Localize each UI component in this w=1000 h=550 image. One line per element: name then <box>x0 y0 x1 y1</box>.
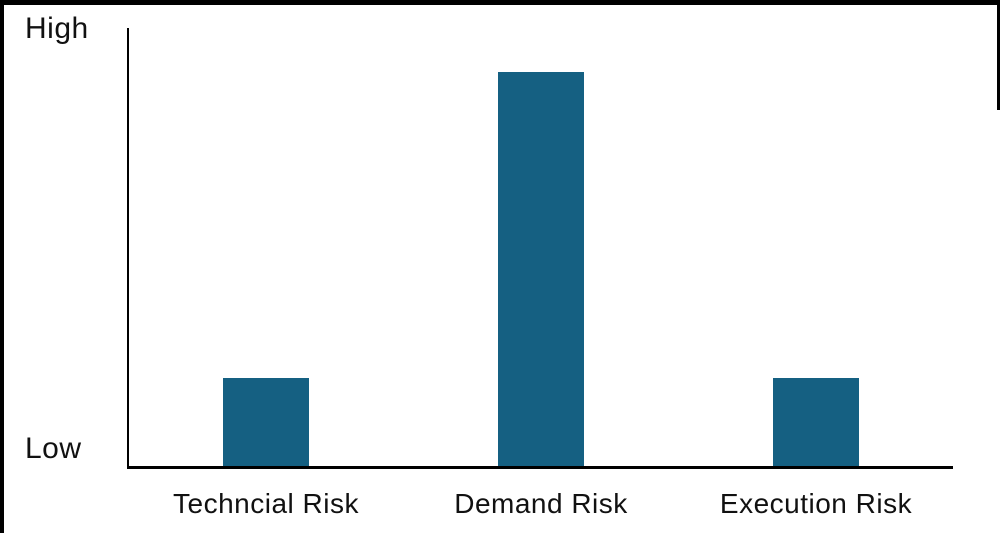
bar-execution-risk <box>773 378 859 466</box>
x-axis-category-labels: Techncial Risk Demand Risk Execution Risk <box>128 488 953 530</box>
frame-border-left <box>0 0 4 533</box>
category-label: Techncial Risk <box>173 488 359 519</box>
frame-border-top <box>0 0 1000 5</box>
bar-techncial-risk <box>223 378 309 466</box>
y-axis-high-label: High <box>25 12 89 45</box>
plot-area <box>128 28 953 466</box>
frame-border-right <box>997 0 1000 110</box>
x-axis-line <box>127 466 953 469</box>
category-label: Demand Risk <box>454 488 628 519</box>
bar-demand-risk <box>498 72 584 466</box>
y-axis-line <box>127 28 129 469</box>
category-label: Execution Risk <box>719 488 913 519</box>
y-axis-low-label: Low <box>25 432 82 465</box>
